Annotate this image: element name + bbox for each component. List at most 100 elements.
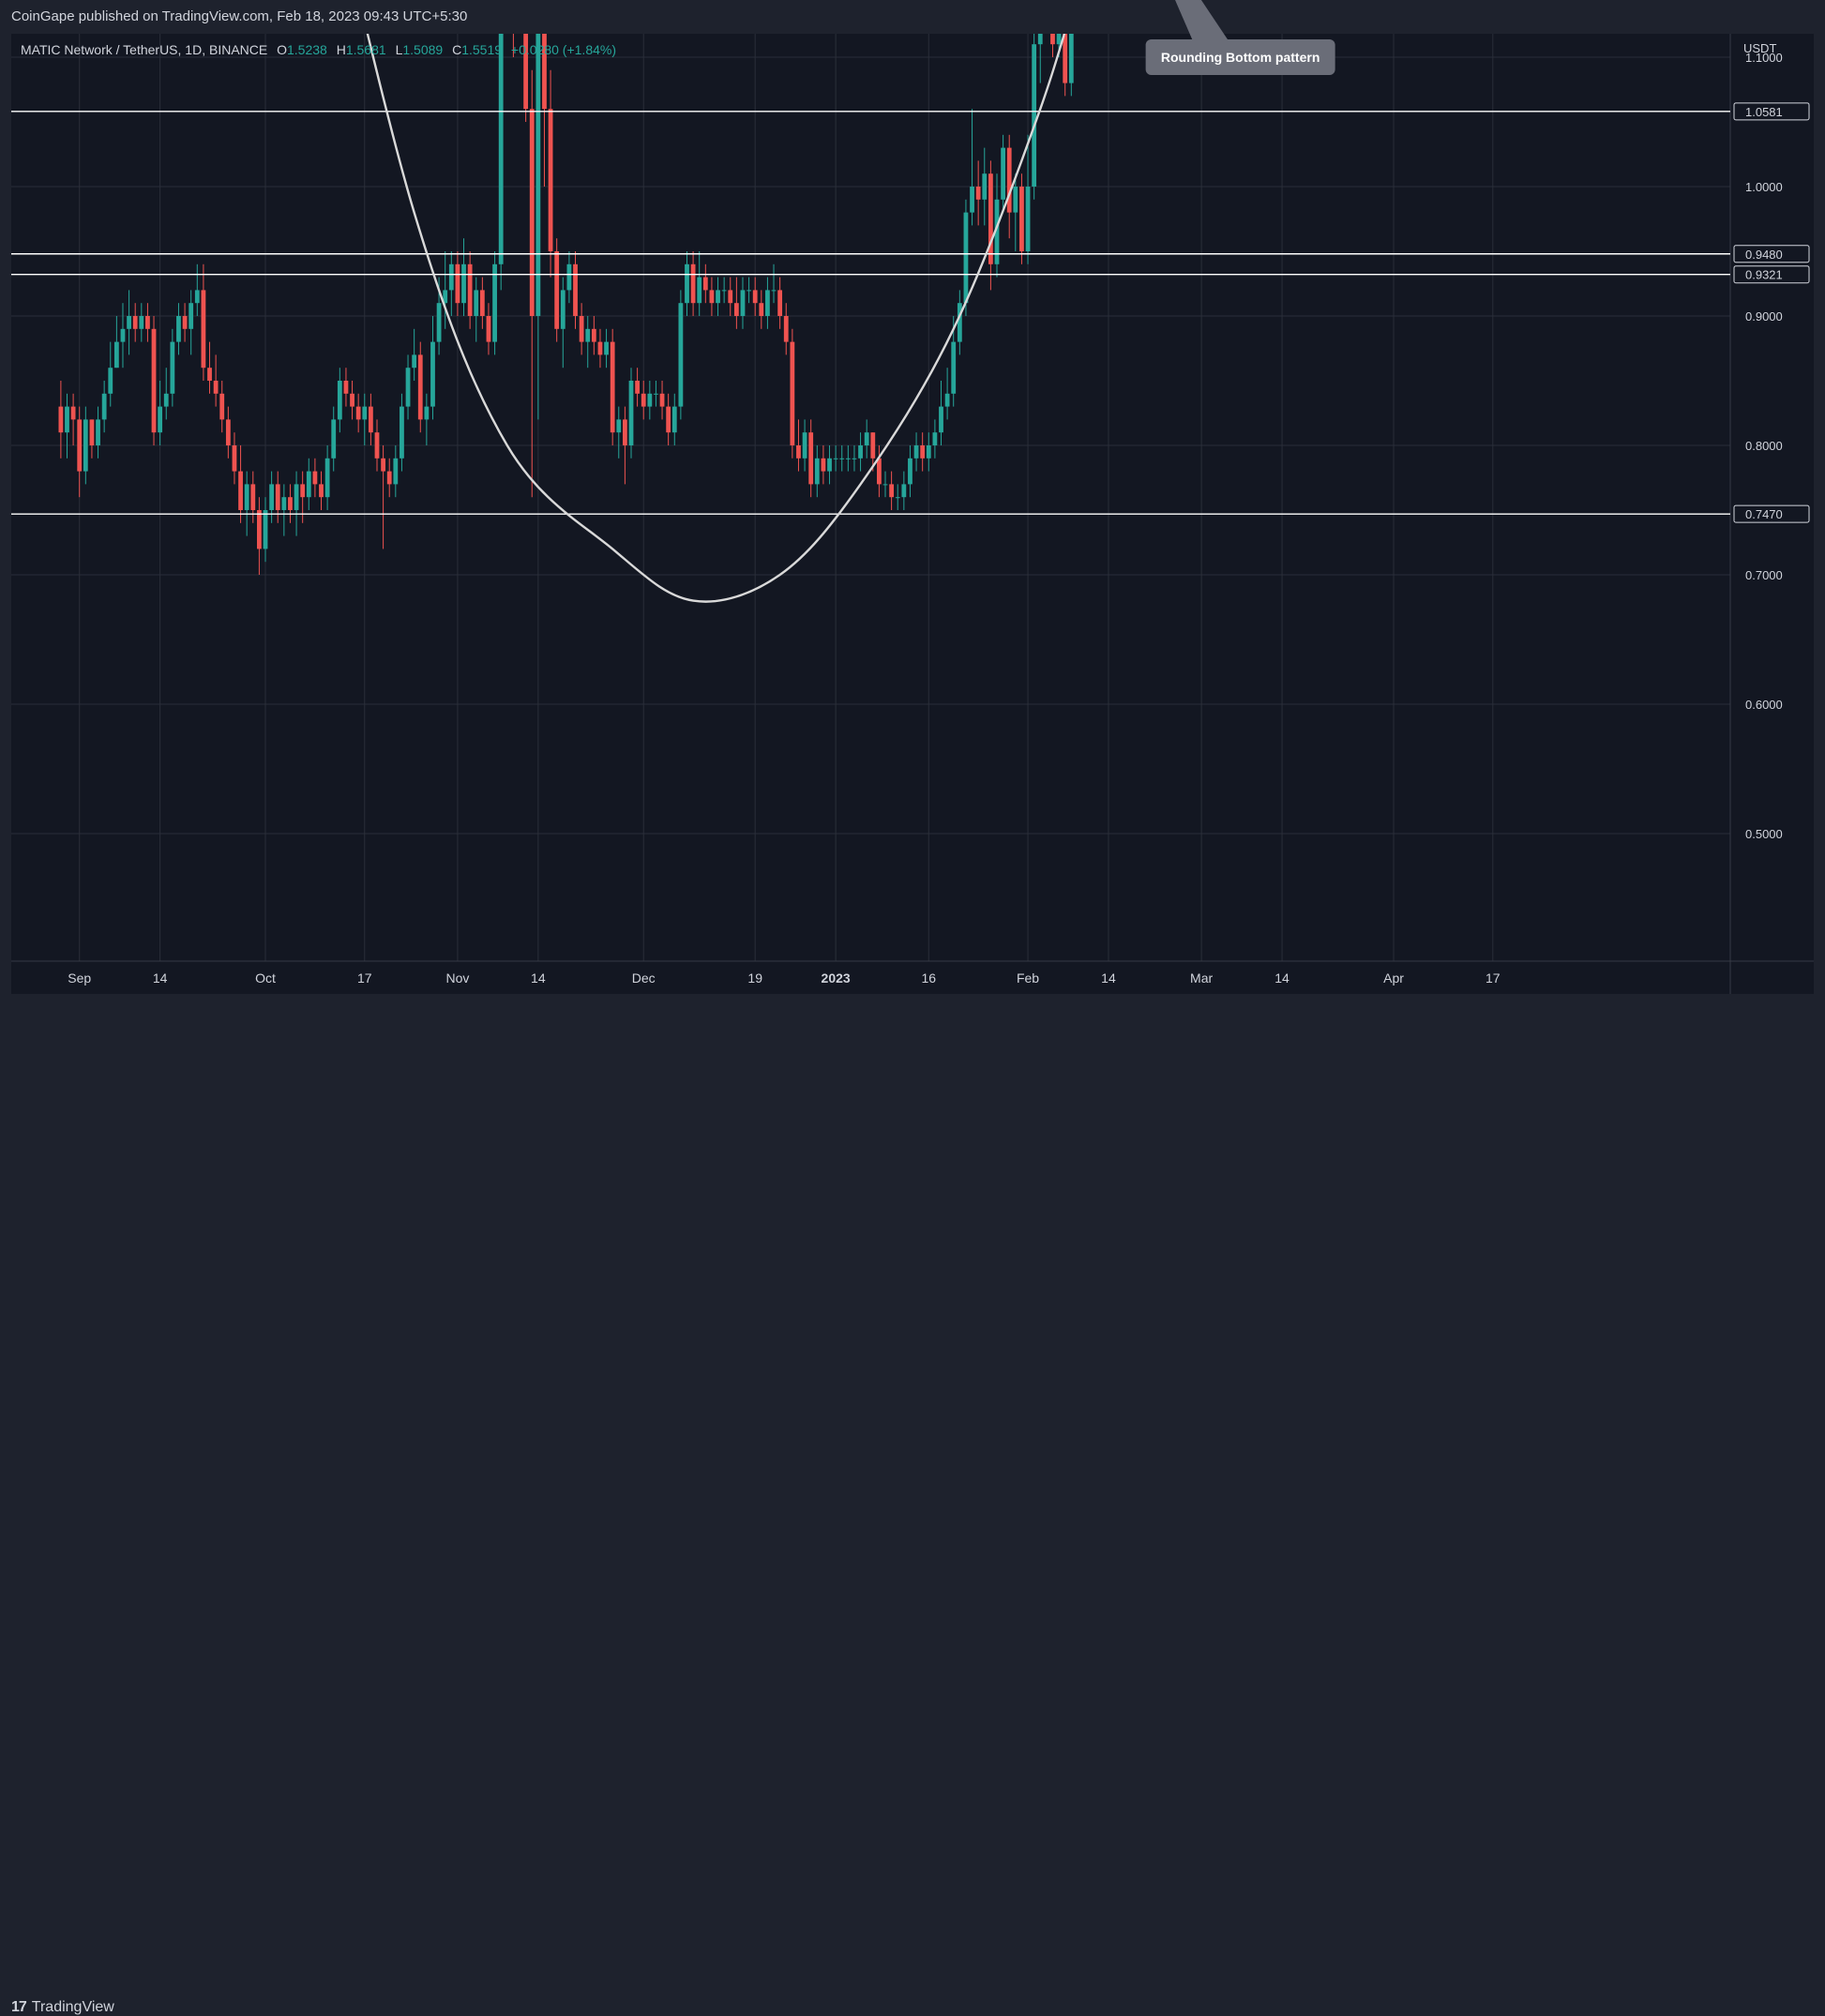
y-tick-label: 0.9000 <box>1745 309 1783 323</box>
callout-box <box>1145 39 1335 75</box>
candle-up <box>1001 147 1005 200</box>
candle-up <box>685 263 689 304</box>
x-tick-label: 16 <box>921 970 936 985</box>
candle-down <box>690 263 696 304</box>
tradingview-logo-icon: 17 <box>11 1999 27 2015</box>
candle-down <box>610 341 615 433</box>
candle-up <box>306 471 311 498</box>
candle-down <box>455 263 460 304</box>
candle-up <box>405 368 411 407</box>
candle-up <box>139 316 144 329</box>
candle-up <box>585 328 591 342</box>
candle-down <box>920 445 926 459</box>
candle-down <box>975 187 981 200</box>
candle-up <box>158 406 163 433</box>
candle-down <box>659 393 665 407</box>
candle-up <box>827 458 832 472</box>
candle-down <box>132 316 138 329</box>
candle-down <box>542 34 547 110</box>
candle-down <box>752 290 758 304</box>
candle-up <box>1032 44 1037 188</box>
candle-down <box>219 393 225 420</box>
candle-down <box>702 277 708 291</box>
y-tick-label: 1.0000 <box>1745 180 1783 194</box>
x-tick-label: 17 <box>1486 970 1501 985</box>
candle-up <box>424 406 430 420</box>
x-tick-label: Mar <box>1190 970 1213 985</box>
candle-up <box>982 173 988 200</box>
candle-up <box>1068 34 1074 83</box>
level-label: 1.0581 <box>1745 105 1783 119</box>
close-value: 1.5519 <box>461 42 503 57</box>
candle-down <box>355 406 361 420</box>
candle-down <box>207 368 212 381</box>
candle-up <box>518 0 522 6</box>
candle-down <box>225 419 231 445</box>
candle-up <box>1013 187 1018 213</box>
candle-down <box>151 328 157 433</box>
candle-up <box>1056 34 1062 45</box>
y-tick-label: 0.5000 <box>1745 827 1783 841</box>
candle-up <box>96 419 100 445</box>
level-label: 0.9321 <box>1745 268 1783 282</box>
candles-group <box>58 0 1074 575</box>
candle-down <box>573 263 578 316</box>
candle-up <box>535 34 541 317</box>
candle-up <box>721 290 727 292</box>
candle-up <box>461 263 466 304</box>
candle-up <box>560 290 566 329</box>
candle-down <box>988 173 993 264</box>
candle-down <box>591 328 596 342</box>
candle-down <box>213 381 219 394</box>
y-tick-label: 1.1000 <box>1745 51 1783 65</box>
candle-up <box>994 199 1000 264</box>
callout-label: Rounding Bottom pattern <box>1161 50 1320 65</box>
candle-up <box>970 187 974 213</box>
candle-down <box>288 497 293 510</box>
candle-up <box>566 263 572 291</box>
candle-down <box>319 484 324 498</box>
candle-down <box>759 303 764 316</box>
candle-up <box>269 484 275 510</box>
candle-up <box>412 354 417 369</box>
tradingview-logo[interactable]: 17 TradingView <box>11 1999 114 2016</box>
x-tick-label: 14 <box>531 970 546 985</box>
candle-up <box>101 393 107 420</box>
level-label-box <box>1733 504 1810 523</box>
candle-up <box>430 341 435 407</box>
candle-down <box>89 419 95 445</box>
x-tick-label: Feb <box>1017 970 1039 985</box>
candle-up <box>362 406 368 420</box>
candle-up <box>498 34 504 264</box>
x-tick-label: 17 <box>357 970 372 985</box>
candle-up <box>127 316 131 329</box>
candle-up <box>740 290 746 316</box>
candle-up <box>492 263 497 342</box>
candle-up <box>864 432 869 445</box>
candle-down <box>790 341 795 445</box>
candle-down <box>350 393 354 407</box>
candle-up <box>1037 34 1043 45</box>
candle-up <box>654 393 658 395</box>
candle-up <box>170 341 175 394</box>
candle-down <box>808 432 814 485</box>
candle-up <box>324 458 330 498</box>
candle-up <box>697 277 702 304</box>
candle-up <box>331 419 337 459</box>
candle-down <box>201 290 206 369</box>
candle-down <box>238 471 243 510</box>
candle-up <box>176 316 181 342</box>
candle-up <box>400 406 404 459</box>
x-tick-label: 19 <box>747 970 762 985</box>
high-label: H <box>336 42 346 57</box>
candle-up <box>337 381 342 420</box>
symbol-legend: MATIC Network / TetherUS, 1D, BINANCE O1… <box>21 42 616 57</box>
x-tick-label: Nov <box>445 970 469 985</box>
candle-up <box>678 303 684 407</box>
candle-up <box>908 458 912 485</box>
candle-down <box>635 381 641 394</box>
candle-down <box>641 393 646 407</box>
candlestick-chart[interactable]: Sep 14 Oct 17 Nov 14 Dec 19 2023 16 Feb 14 Mar 14 Apr 1… <box>0 0 1825 1036</box>
candle-down <box>548 109 553 251</box>
top-bar: CoinGape published on TradingView.com, F… <box>0 0 1825 34</box>
